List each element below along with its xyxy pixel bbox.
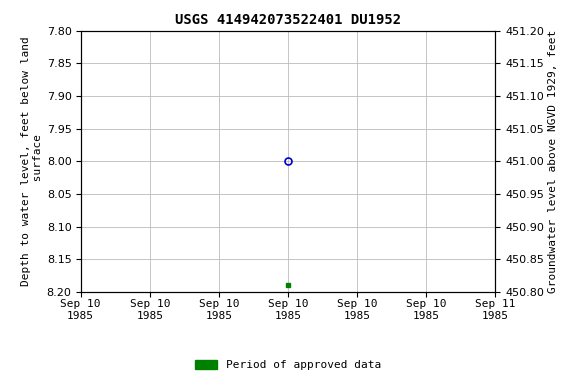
Y-axis label: Depth to water level, feet below land
 surface: Depth to water level, feet below land su… <box>21 36 43 286</box>
Title: USGS 414942073522401 DU1952: USGS 414942073522401 DU1952 <box>175 13 401 27</box>
Y-axis label: Groundwater level above NGVD 1929, feet: Groundwater level above NGVD 1929, feet <box>548 30 558 293</box>
Legend: Period of approved data: Period of approved data <box>191 356 385 375</box>
